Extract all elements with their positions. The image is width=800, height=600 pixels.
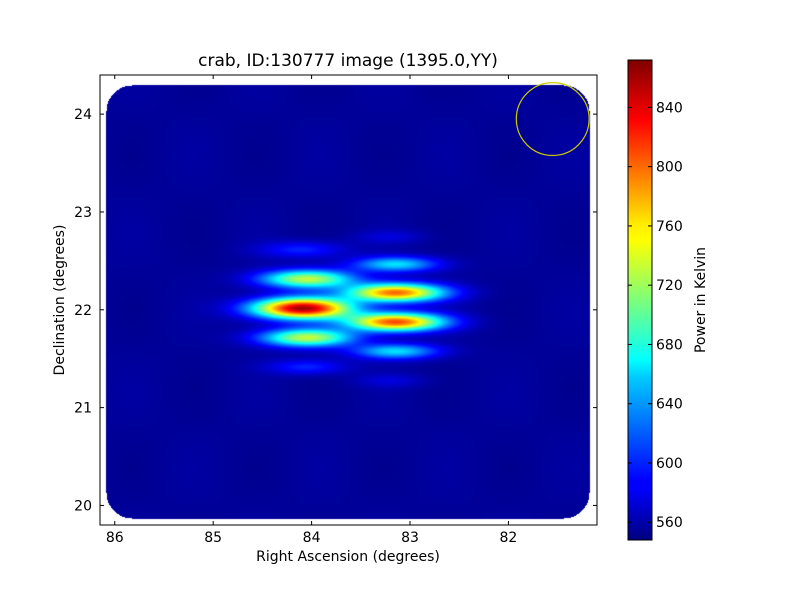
colorbar-tick-label: 760 (656, 219, 683, 235)
x-tick-label: 85 (204, 530, 222, 546)
y-tick-label: 24 (74, 107, 92, 123)
y-tick-label: 22 (74, 303, 92, 319)
main-axes: crab, ID:130777 image (1395.0,YY) 86 85 84… (52, 51, 598, 565)
chart-title: crab, ID:130777 image (1395.0,YY) (198, 51, 498, 71)
y-axis-label: Declination (degrees) (52, 225, 68, 376)
x-axis: 86 85 84 83 82 (106, 75, 517, 546)
colorbar: 560 600 640 680 720 760 800 840 Power in Kelvin (627, 59, 709, 541)
colorbar-tick-label: 640 (656, 397, 683, 413)
colorbar-ticks: 560 600 640 680 720 760 800 840 (628, 100, 683, 531)
y-tick-label: 20 (74, 498, 92, 514)
x-axis-label: Right Ascension (degrees) (256, 549, 440, 565)
colorbar-tick-label: 840 (656, 100, 683, 116)
x-tick-label: 86 (106, 530, 124, 546)
colorbar-label: Power in Kelvin (693, 247, 709, 353)
colorbar-tick-label: 560 (656, 515, 683, 531)
beam-circle (515, 82, 590, 157)
y-tick-label: 23 (74, 205, 92, 221)
colorbar-tick-label: 680 (656, 337, 683, 353)
y-tick-label: 21 (74, 401, 92, 417)
x-tick-label: 83 (401, 530, 419, 546)
colorbar-tick-label: 720 (656, 278, 683, 294)
x-tick-label: 84 (303, 530, 321, 546)
y-axis: 20 21 22 23 24 (74, 107, 597, 514)
colorbar-tick-label: 600 (656, 456, 683, 472)
plot-frame (99, 74, 598, 526)
colorbar-gradient (627, 59, 653, 541)
x-tick-label: 82 (500, 530, 518, 546)
heatmap-image (100, 75, 597, 525)
colorbar-tick-label: 800 (656, 160, 683, 176)
